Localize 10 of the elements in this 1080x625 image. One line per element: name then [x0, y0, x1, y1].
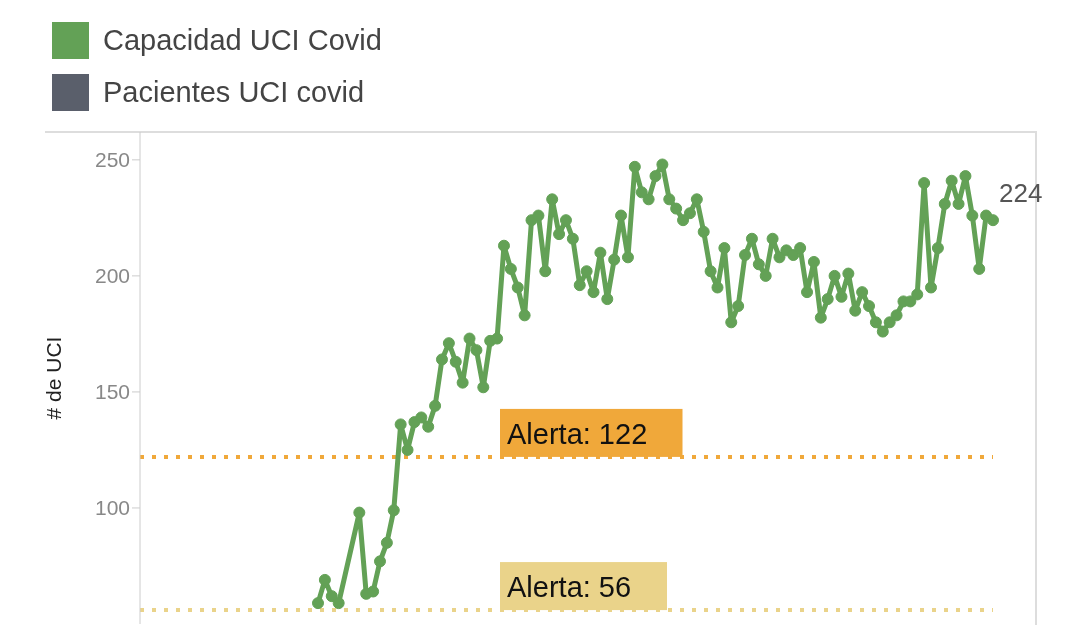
y-axis-title: # de UCI [42, 336, 66, 420]
legend-label: Capacidad UCI Covid [103, 23, 382, 57]
y-tick-label: 250 [94, 148, 130, 172]
y-tick-label: 100 [94, 496, 130, 520]
y-tick-label: 200 [94, 264, 130, 288]
ref-line-label: Alerta: 122 [507, 417, 648, 450]
data-label: 224 [999, 178, 1043, 209]
ref-line-label: Alerta: 56 [507, 571, 632, 604]
legend-label: Pacientes UCI covid [103, 75, 365, 109]
y-tick-label: 150 [94, 380, 130, 404]
